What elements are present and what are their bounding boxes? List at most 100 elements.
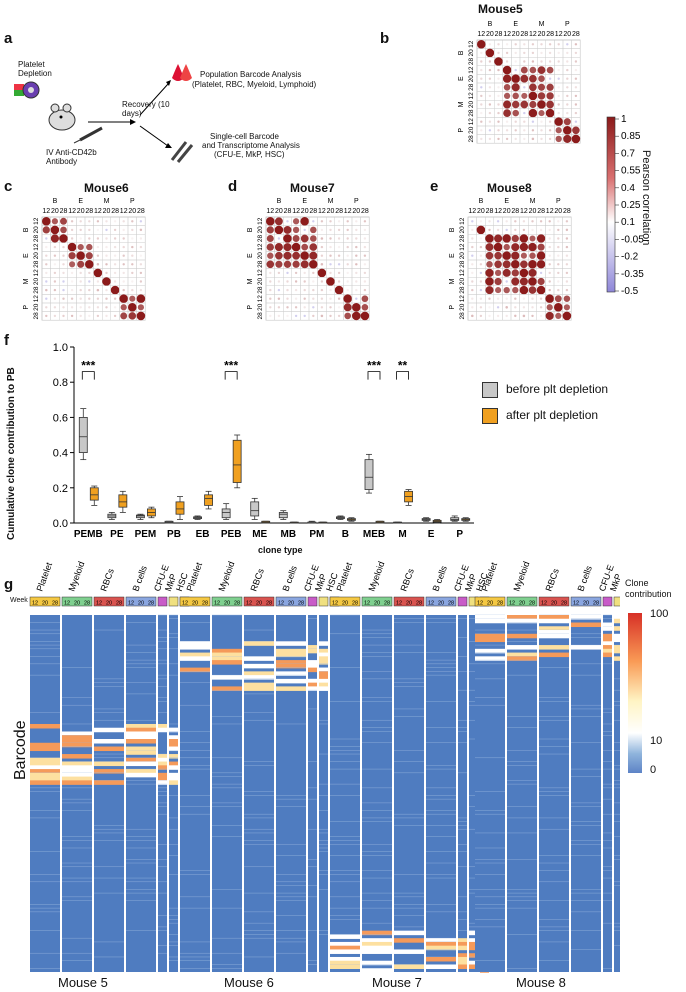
corr-dot bbox=[520, 252, 527, 259]
corr-week-label: 12 bbox=[266, 208, 274, 215]
corr-dot bbox=[574, 68, 578, 72]
panel-label-f: f bbox=[4, 332, 9, 349]
corr-dot bbox=[96, 314, 100, 318]
corr-dot bbox=[505, 129, 509, 132]
box-category-label: M bbox=[398, 529, 406, 540]
corr-dot bbox=[53, 288, 57, 292]
corr-row-group-label: P bbox=[449, 305, 456, 310]
box-body bbox=[118, 494, 128, 508]
week-chip-label: 20 bbox=[406, 601, 412, 607]
corr-row-week-label: 12 bbox=[459, 243, 466, 251]
heatmap-hot-cell bbox=[475, 618, 505, 624]
pearson-tick-label: 0.1 bbox=[621, 217, 635, 228]
corr-dot bbox=[62, 263, 65, 266]
corr-dot bbox=[277, 271, 281, 275]
heatmap-body bbox=[308, 615, 317, 972]
corr-dot bbox=[574, 120, 578, 123]
corr-dot bbox=[45, 288, 48, 292]
heatmap-body bbox=[169, 615, 178, 972]
corr-dot bbox=[113, 314, 117, 318]
heatmap-body bbox=[244, 615, 274, 972]
heatmap-hot-cell bbox=[180, 667, 210, 673]
corr-dot bbox=[545, 311, 554, 320]
heatmap-body bbox=[180, 615, 210, 972]
week-chip-label: 20 bbox=[519, 601, 525, 607]
corr-dot bbox=[514, 306, 517, 309]
heatmap-hot-cell bbox=[94, 746, 124, 752]
corr-dot bbox=[105, 228, 108, 232]
heatmap-hot-cell bbox=[169, 776, 178, 782]
corr-dot bbox=[555, 127, 562, 134]
pearson-tick-label: 0.55 bbox=[621, 166, 641, 177]
corr-dot bbox=[523, 43, 526, 46]
heatmap-hot-cell bbox=[308, 682, 317, 688]
corr-dot bbox=[574, 86, 578, 89]
heatmap-hot-cell bbox=[62, 769, 92, 774]
box-body bbox=[364, 459, 374, 490]
corr-dot bbox=[502, 260, 511, 269]
corr-dot bbox=[346, 271, 349, 275]
corr-dot bbox=[136, 311, 146, 321]
corr-dot bbox=[522, 228, 526, 232]
corr-dot bbox=[566, 68, 569, 72]
corr-dot bbox=[363, 254, 367, 257]
corr-dot bbox=[363, 228, 367, 232]
corr-dot bbox=[122, 271, 125, 275]
week-chip-label: 28 bbox=[52, 601, 58, 607]
corr-dot bbox=[494, 57, 503, 66]
corr-dot bbox=[540, 120, 543, 123]
heat-colorbar bbox=[628, 613, 642, 773]
corr-row-week-label: 28 bbox=[257, 312, 264, 320]
heatmap-column-label: B cells bbox=[130, 564, 149, 593]
corr-dot bbox=[557, 111, 560, 115]
corr-dot bbox=[565, 237, 569, 240]
corr-dot bbox=[266, 226, 274, 234]
heatmap-hot-cell bbox=[212, 675, 242, 680]
corr-dot bbox=[96, 280, 100, 283]
corr-dot bbox=[537, 100, 546, 109]
corr-dot bbox=[505, 228, 508, 232]
corr-row-week-label: 20 bbox=[257, 278, 264, 286]
mouse6-corr-title: Mouse6 bbox=[84, 181, 129, 195]
heatmap-body bbox=[539, 615, 569, 972]
box-category-label: P bbox=[456, 529, 463, 540]
week-chip bbox=[602, 596, 613, 607]
corr-dot bbox=[346, 237, 349, 240]
corr-dot bbox=[555, 135, 562, 143]
box-y-tick-label: 1.0 bbox=[53, 342, 68, 354]
corr-dot bbox=[329, 237, 332, 240]
corr-dot bbox=[277, 306, 281, 309]
corr-row-week-label: 28 bbox=[459, 235, 466, 243]
box-body bbox=[278, 512, 288, 519]
corr-dot bbox=[294, 297, 298, 300]
corr-row-group-label: E bbox=[23, 253, 30, 258]
corr-dot bbox=[511, 234, 519, 243]
pearson-tick-label: 0.4 bbox=[621, 183, 635, 194]
corr-dot bbox=[113, 306, 117, 309]
corr-dot bbox=[361, 303, 369, 311]
corr-dot bbox=[557, 271, 560, 275]
population-title: Population Barcode Analysis bbox=[200, 70, 302, 79]
heatmap-hot-cell bbox=[126, 739, 156, 744]
corr-row-group-label: P bbox=[23, 305, 30, 310]
corr-week-label: 20 bbox=[477, 208, 485, 215]
corr-dot bbox=[62, 288, 65, 292]
heatmap-hot-cell bbox=[169, 765, 178, 770]
corr-dot bbox=[42, 217, 51, 226]
corr-dot bbox=[539, 306, 543, 309]
corr-dot bbox=[485, 251, 494, 260]
corr-dot bbox=[514, 220, 517, 223]
corr-row-group-label: E bbox=[247, 253, 254, 258]
week-chip bbox=[613, 596, 620, 607]
corr-group-label: P bbox=[556, 198, 561, 205]
corr-dot bbox=[523, 51, 526, 55]
corr-dot bbox=[471, 297, 474, 300]
significance-label: *** bbox=[81, 359, 95, 373]
pearson-tick-label: 0.85 bbox=[621, 131, 641, 142]
corr-dot bbox=[497, 86, 500, 89]
heatmap-hot-cell bbox=[469, 938, 478, 943]
corr-dot bbox=[88, 237, 91, 240]
heatmap-hot-cell bbox=[244, 671, 274, 676]
corr-dot bbox=[76, 251, 85, 260]
box-y-tick-label: 0.4 bbox=[53, 448, 68, 460]
